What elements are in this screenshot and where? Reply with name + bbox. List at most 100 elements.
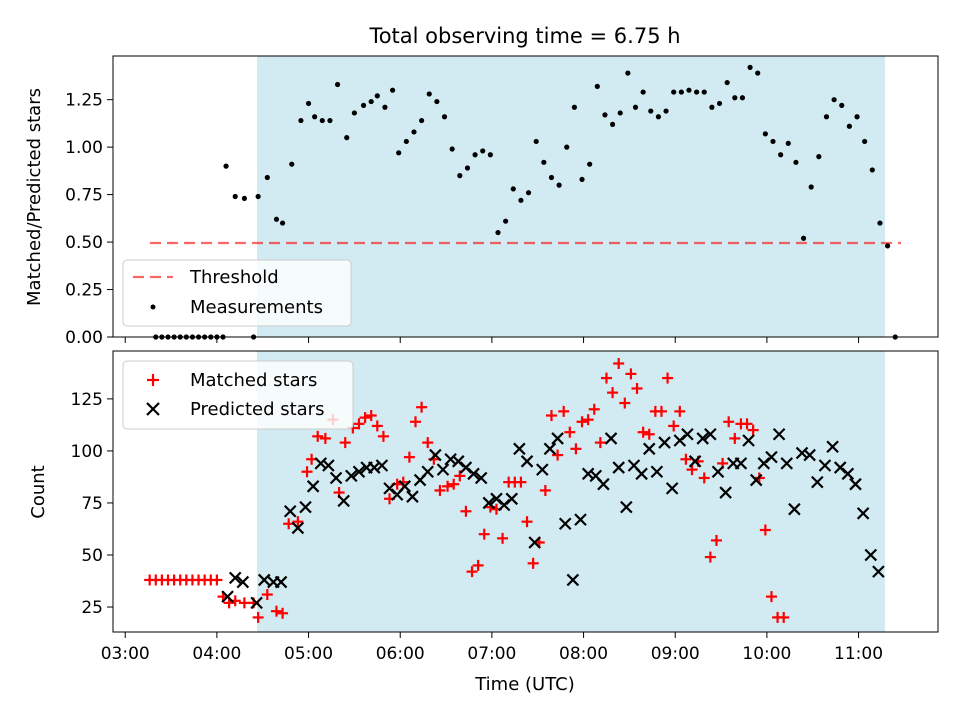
matched-star-point — [674, 405, 686, 417]
y-tick-label: 1.25 — [65, 91, 103, 111]
bottom-legend-box — [122, 360, 354, 430]
measurement-point — [564, 144, 570, 150]
predicted-star-point — [864, 548, 878, 562]
matched-star-point — [319, 432, 331, 444]
predicted-star-point — [406, 490, 419, 503]
matched-star-point — [704, 551, 716, 563]
measurement-point — [171, 334, 177, 340]
predicted-star-point — [574, 513, 587, 526]
predicted-star-point — [513, 442, 526, 456]
measurement-point — [823, 114, 830, 120]
y-tick-label: 1.00 — [65, 138, 103, 158]
predicted-star-point — [314, 457, 328, 470]
measurement-point — [739, 95, 746, 101]
measurement-point — [709, 104, 715, 110]
predicted-star-point — [274, 575, 288, 589]
matched-star-point — [643, 428, 655, 440]
matched-star-point — [607, 387, 619, 399]
measurement-point — [701, 89, 707, 95]
measurement-point — [312, 114, 318, 120]
measurement-point — [334, 81, 341, 88]
predicted-star-point — [681, 427, 694, 441]
matched-star-point — [564, 426, 576, 438]
matched-star-point — [466, 566, 478, 578]
predicted-star-point — [704, 427, 717, 441]
legend-matched-label: Matched stars — [190, 370, 317, 391]
measurement-point — [389, 87, 396, 93]
top-x-ticks — [124, 337, 860, 343]
measurement-point — [869, 167, 875, 173]
predicted-star-point — [528, 536, 541, 549]
x-tick-label: 07:00 — [467, 644, 516, 664]
measurement-point — [655, 114, 662, 120]
predicted-star-point — [811, 475, 824, 489]
measurement-point — [854, 114, 860, 120]
measurement-point — [884, 243, 891, 249]
matched-star-point — [460, 505, 472, 517]
matched-star-point — [472, 559, 484, 571]
measurement-point — [762, 131, 768, 137]
measurement-point — [724, 79, 730, 86]
measurement-point — [579, 176, 585, 183]
legend-predicted-swatch — [146, 402, 160, 416]
matched-star-point — [359, 412, 371, 424]
matched-star-point — [655, 405, 667, 417]
top-y-ticks: 0.00 0.25 0.50 0.75 1.00 1.25 — [65, 91, 113, 348]
legend-matched-swatch — [147, 374, 159, 386]
measurement-point — [533, 138, 539, 145]
measurement-point — [525, 190, 532, 196]
y-tick-label: 50 — [81, 546, 103, 566]
bottom-frame — [112, 350, 939, 633]
measurement-point — [264, 174, 270, 181]
measurement-point — [223, 163, 229, 169]
measurement-point — [214, 334, 220, 340]
measurement-point — [518, 197, 524, 203]
matched-star-point — [365, 410, 377, 422]
matched-star-point — [377, 430, 389, 442]
predicted-star-point — [734, 457, 748, 470]
predicted-star-point — [283, 504, 297, 518]
matched-star-point — [747, 424, 759, 436]
measurement-point — [441, 114, 448, 120]
matched-star-point — [558, 405, 570, 417]
measurement-point — [510, 186, 516, 192]
bottom-shaded-span — [257, 351, 885, 632]
measurement-point — [195, 334, 202, 340]
measurement-point — [625, 70, 631, 76]
measurement-point — [495, 229, 501, 236]
matched-star-point — [613, 357, 625, 369]
measurement-point — [351, 110, 357, 116]
measurement-point — [449, 146, 455, 152]
measurement-point — [305, 100, 312, 107]
measurement-point — [419, 117, 425, 124]
matched-star-point — [668, 420, 680, 432]
predicted-star-point — [221, 590, 234, 603]
top-legend-box — [122, 259, 352, 327]
predicted-star-point — [228, 571, 242, 585]
predicted-star-point — [719, 486, 732, 499]
predicted-star-point — [543, 442, 557, 456]
measurement-point — [732, 95, 738, 101]
predicted-star-point — [604, 432, 618, 445]
measurement-point — [640, 89, 646, 95]
predicted-star-point — [772, 427, 786, 441]
measurement-point — [273, 216, 280, 222]
measurement-point — [360, 102, 367, 108]
predicted-star-point — [337, 494, 350, 508]
matched-star-point — [416, 401, 428, 413]
measurement-point — [165, 334, 171, 340]
measurement-point — [159, 334, 165, 340]
measurement-point — [778, 152, 784, 158]
x-axis-label: Time (UTC) — [474, 674, 575, 695]
matched-star-point — [422, 437, 434, 449]
measurement-point — [686, 87, 692, 93]
measurement-point — [602, 112, 608, 118]
predicted-star-point — [505, 492, 519, 506]
measurement-point — [374, 93, 380, 99]
predicted-star-point — [818, 459, 832, 472]
y-tick-label: 0.25 — [65, 281, 103, 301]
measurement-point — [663, 108, 669, 114]
measurement-point — [587, 161, 593, 167]
legend-measurements-label: Measurements — [190, 297, 323, 318]
matched-star-point — [410, 416, 421, 428]
